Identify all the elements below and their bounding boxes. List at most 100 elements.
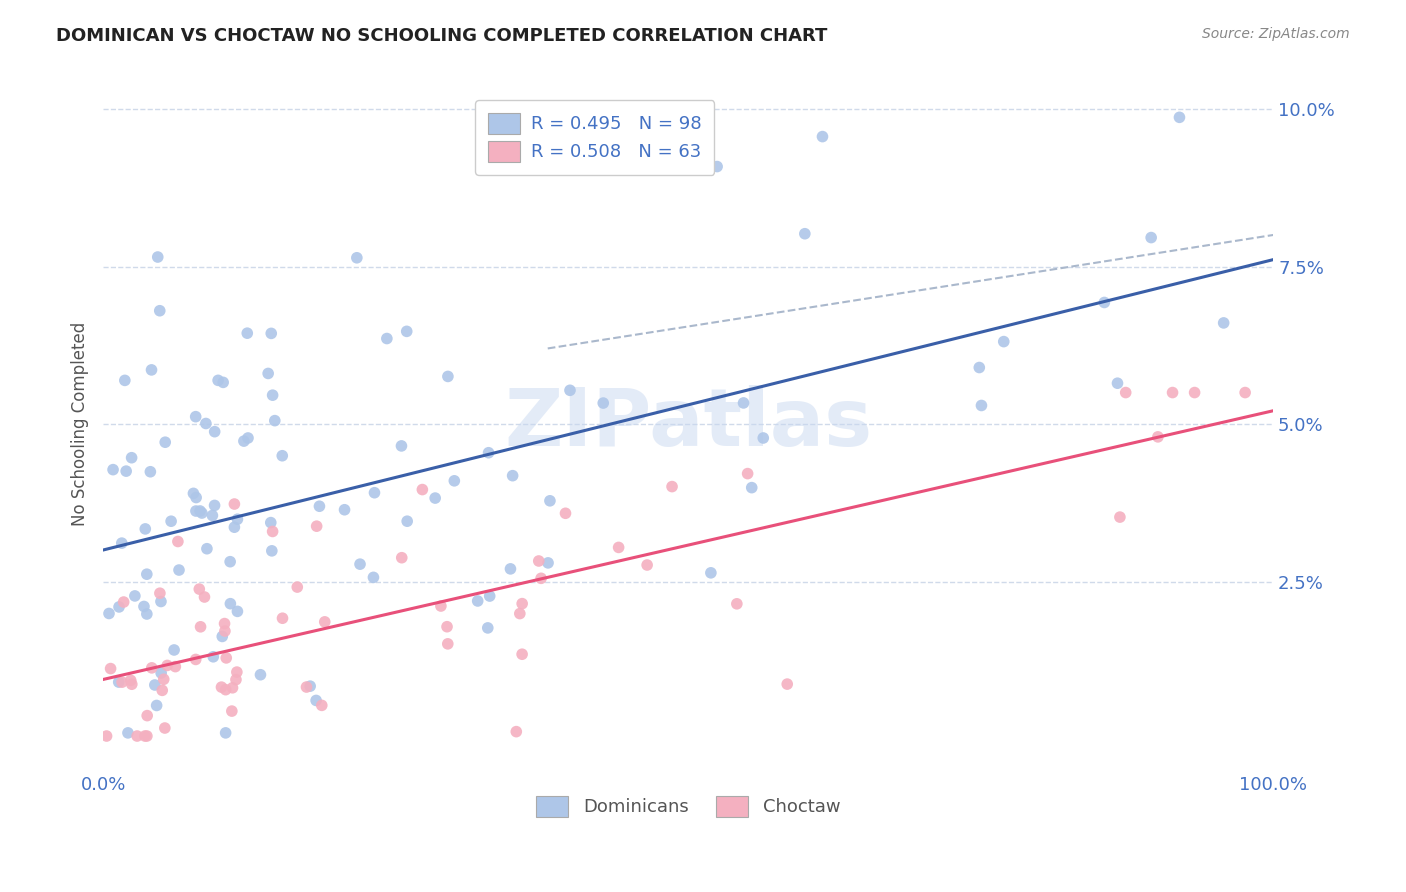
Point [211,680,233,694]
Point [271,611,294,625]
Point [257,367,280,381]
Point [214,616,236,631]
Point [224,520,246,534]
Point [363,485,385,500]
Point [108,599,131,614]
Point [100,662,122,676]
Point [145,698,167,713]
Point [425,491,447,505]
Point [226,512,249,526]
Point [436,637,458,651]
Point [153,721,176,735]
Point [224,497,246,511]
Point [150,665,173,680]
Point [260,326,283,341]
Point [510,597,533,611]
Point [152,673,174,687]
Point [430,599,453,613]
Point [477,446,499,460]
Point [111,536,134,550]
Point [1147,430,1170,444]
Point [527,554,550,568]
Point [607,541,630,555]
Point [236,326,259,341]
Point [661,480,683,494]
Point [970,399,993,413]
Point [554,506,576,520]
Point [262,388,284,402]
Text: ZIPatlas: ZIPatlas [503,385,872,463]
Point [149,594,172,608]
Point [111,675,134,690]
Point [391,439,413,453]
Point [219,597,242,611]
Point [395,324,418,338]
Point [188,504,211,518]
Y-axis label: No Schooling Completed: No Schooling Completed [72,322,89,526]
Point [537,556,560,570]
Point [733,396,755,410]
Point [1184,385,1206,400]
Point [184,504,207,518]
Point [117,726,139,740]
Point [510,647,533,661]
Point [225,665,247,679]
Point [141,661,163,675]
Point [184,409,207,424]
Point [346,251,368,265]
Point [363,570,385,584]
Point [101,463,124,477]
Point [396,514,419,528]
Point [1212,316,1234,330]
Point [211,630,233,644]
Point [193,590,215,604]
Point [725,597,748,611]
Point [636,558,658,572]
Point [232,434,254,449]
Point [236,431,259,445]
Point [202,649,225,664]
Point [260,544,283,558]
Point [121,677,143,691]
Point [499,562,522,576]
Point [1168,111,1191,125]
Point [186,491,208,505]
Point [191,506,214,520]
Point [706,160,728,174]
Point [135,729,157,743]
Point [112,595,135,609]
Point [993,334,1015,349]
Point [349,557,371,571]
Point [226,604,249,618]
Point [150,683,173,698]
Point [436,620,458,634]
Point [156,658,179,673]
Point [194,417,217,431]
Point [167,563,190,577]
Point [271,449,294,463]
Point [163,643,186,657]
Point [333,502,356,516]
Point [98,607,121,621]
Point [391,550,413,565]
Point [1115,385,1137,400]
Point [1140,230,1163,244]
Point [160,514,183,528]
Point [285,580,308,594]
Point [146,250,169,264]
Point [502,468,524,483]
Point [120,673,142,688]
Point [201,508,224,523]
Point [467,594,489,608]
Point [592,396,614,410]
Point [558,384,581,398]
Point [776,677,799,691]
Point [215,651,238,665]
Point [141,363,163,377]
Point [411,483,433,497]
Point [221,704,243,718]
Point [212,376,235,390]
Point [509,607,531,621]
Point [167,534,190,549]
Point [135,567,157,582]
